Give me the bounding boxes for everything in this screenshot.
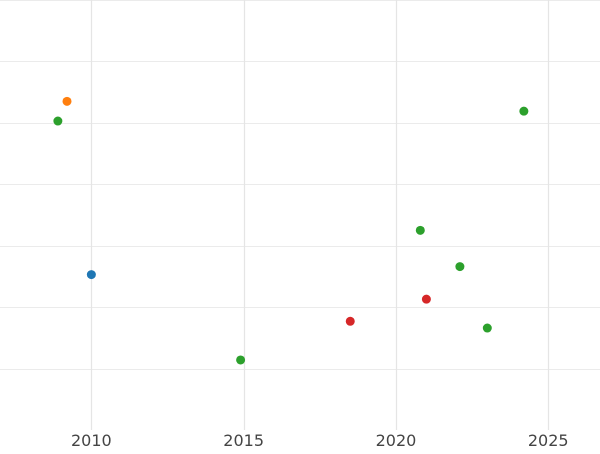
scatter-point-3 [86, 270, 96, 280]
scatter-point-8 [455, 262, 465, 272]
grid-layer [0, 0, 600, 430]
x-tick-label-2020: 2020 [376, 431, 417, 450]
x-tick-label-2015: 2015 [223, 431, 264, 450]
x-tick-label-2010: 2010 [71, 431, 112, 450]
x-axis-ticks: 2010 2015 2020 2025 [71, 431, 569, 450]
scatter-point-7 [421, 294, 431, 304]
x-tick-label-2025: 2025 [528, 431, 569, 450]
scatter-point-4 [236, 355, 246, 365]
scatter-point-5 [345, 316, 355, 326]
scatter-point-2 [53, 116, 63, 126]
scatter-point-6 [415, 225, 425, 235]
scatter-point-9 [482, 323, 492, 333]
scatter-point-1 [62, 96, 72, 106]
scatter-point-10 [519, 106, 529, 116]
points-layer [53, 96, 529, 365]
